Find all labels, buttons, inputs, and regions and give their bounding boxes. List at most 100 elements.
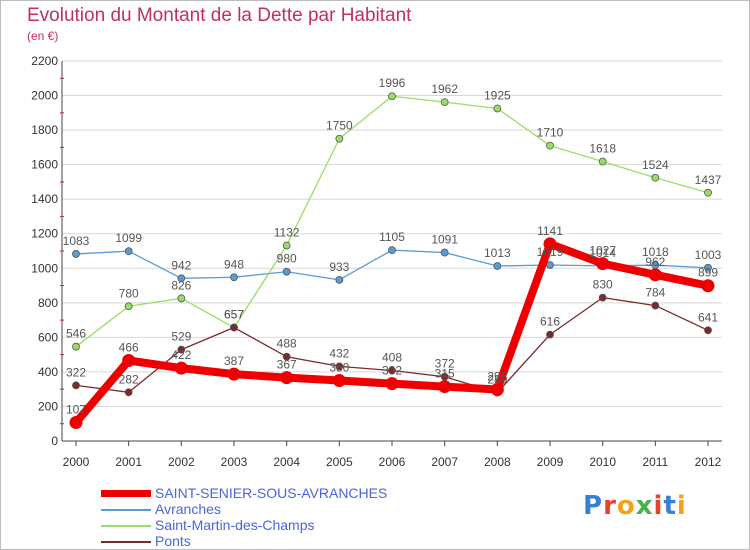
y-tick-label: 1600 xyxy=(31,158,58,172)
data-label: 1750 xyxy=(326,119,353,133)
data-point xyxy=(385,377,399,391)
data-label: 1099 xyxy=(115,231,142,245)
data-label: 780 xyxy=(119,286,139,300)
y-tick-label: 600 xyxy=(38,330,58,344)
data-label: 899 xyxy=(698,266,718,280)
data-point xyxy=(704,188,712,197)
data-label: 350 xyxy=(329,361,349,375)
data-point xyxy=(440,98,449,107)
y-tick-label: 2200 xyxy=(31,54,58,68)
x-tick-label: 2002 xyxy=(168,455,195,469)
data-label: 1925 xyxy=(484,89,511,103)
series-saint-martin-des-champs xyxy=(72,92,712,351)
chart-unit: (en €) xyxy=(27,29,59,43)
x-tick-label: 2006 xyxy=(379,455,406,469)
data-point xyxy=(493,104,502,113)
data-label: 1962 xyxy=(431,82,458,96)
logo-letter: P xyxy=(583,491,604,521)
data-point xyxy=(388,246,396,255)
x-tick-label: 2001 xyxy=(115,455,142,469)
legend-label: Ponts xyxy=(155,533,191,549)
x-tick-label: 2012 xyxy=(695,455,722,469)
data-point xyxy=(282,267,291,276)
data-point xyxy=(388,92,396,101)
data-label: 1018 xyxy=(642,245,669,259)
data-point xyxy=(282,352,291,361)
y-tick-label: 1800 xyxy=(31,123,58,137)
data-label: 1083 xyxy=(63,234,90,248)
data-label: 942 xyxy=(171,258,191,272)
logo-letter: i xyxy=(676,491,687,521)
data-label: 282 xyxy=(119,372,139,386)
legend-label: SAINT-SENIER-SOUS-AVRANCHES xyxy=(155,485,388,501)
data-label: 387 xyxy=(224,354,244,368)
data-point xyxy=(704,263,712,272)
logo-letter: o xyxy=(616,491,636,521)
data-label: 488 xyxy=(277,337,297,351)
data-label: 657 xyxy=(224,308,244,322)
data-label: 933 xyxy=(329,260,349,274)
data-label: 1618 xyxy=(589,142,616,156)
data-point xyxy=(124,247,133,256)
data-label: 466 xyxy=(119,341,139,355)
logo-letter: i xyxy=(653,491,664,521)
data-point xyxy=(177,274,186,283)
data-point xyxy=(388,366,396,375)
legend-swatch xyxy=(101,525,151,527)
data-point xyxy=(438,380,452,394)
data-label: 280 xyxy=(487,373,507,387)
data-label: 784 xyxy=(645,286,665,300)
x-tick-label: 2010 xyxy=(589,455,616,469)
data-label: 1132 xyxy=(274,225,300,239)
y-tick-label: 2000 xyxy=(31,89,58,103)
data-point xyxy=(440,248,449,257)
data-point xyxy=(227,367,241,381)
data-point xyxy=(72,381,80,390)
y-tick-label: 400 xyxy=(38,365,58,379)
data-label: 980 xyxy=(277,252,297,266)
data-label: 1710 xyxy=(537,126,564,140)
data-point xyxy=(651,173,660,182)
data-label: 830 xyxy=(593,278,613,292)
logo-letter: r xyxy=(603,491,617,521)
data-point xyxy=(546,330,554,339)
data-label: 529 xyxy=(171,330,191,344)
data-point xyxy=(704,326,712,335)
x-tick-label: 2011 xyxy=(642,455,668,469)
y-tick-label: 800 xyxy=(38,296,58,310)
series-line xyxy=(75,95,709,348)
data-label: 641 xyxy=(698,310,718,324)
data-point xyxy=(122,354,136,368)
data-point xyxy=(493,262,502,270)
data-point xyxy=(648,268,662,282)
data-point xyxy=(280,371,294,385)
data-point xyxy=(335,362,344,371)
x-tick-label: 2007 xyxy=(431,455,458,469)
data-point xyxy=(124,388,133,397)
data-point xyxy=(332,374,346,388)
legend-label: Saint-Martin-des-Champs xyxy=(155,517,315,533)
y-tick-label: 1200 xyxy=(31,227,58,241)
data-label: 1013 xyxy=(484,246,511,260)
logo-letter: x xyxy=(635,491,654,521)
data-label: 1996 xyxy=(379,76,406,90)
data-point xyxy=(546,141,554,150)
x-tick-label: 2009 xyxy=(537,455,564,469)
data-label: 408 xyxy=(382,351,402,365)
data-point xyxy=(335,134,344,143)
data-point xyxy=(177,294,186,303)
proxiti-logo: Proxiti xyxy=(583,491,687,521)
legend-swatch xyxy=(101,541,151,543)
data-label: 657 xyxy=(224,308,244,322)
data-label: 332 xyxy=(382,364,402,378)
data-label: 948 xyxy=(224,257,244,271)
data-point xyxy=(174,361,188,375)
data-label: 1437 xyxy=(695,173,722,187)
data-label: 422 xyxy=(171,348,191,362)
data-point xyxy=(490,383,504,397)
data-label: 432 xyxy=(329,346,349,360)
legend-swatch xyxy=(101,490,151,497)
chart-title: Evolution du Montant de la Dette par Hab… xyxy=(27,5,412,26)
data-label: 1003 xyxy=(695,248,722,262)
